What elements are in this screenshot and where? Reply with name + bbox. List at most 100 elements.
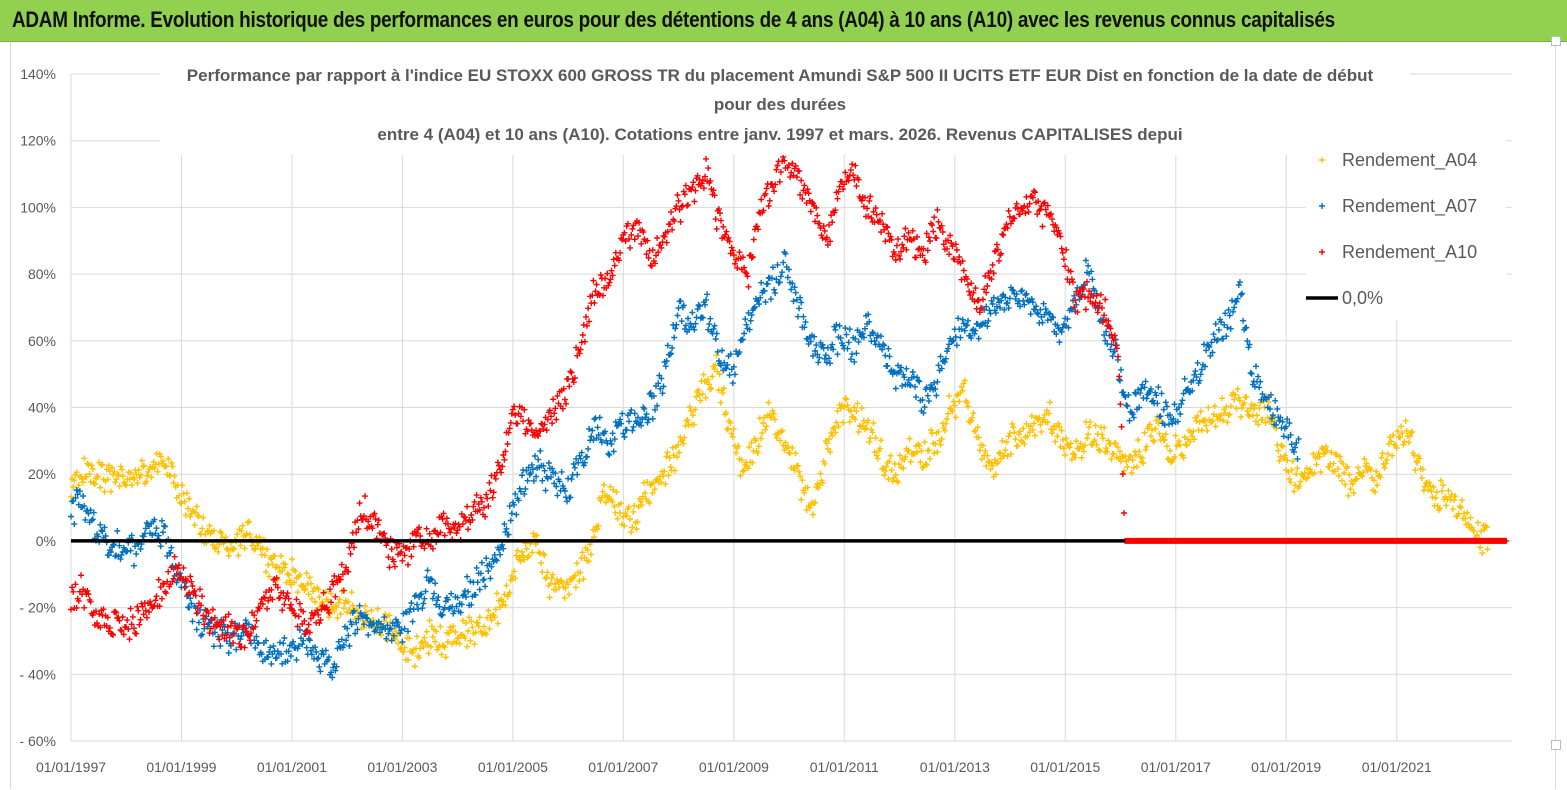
data-marker [829,341,836,348]
data-marker [438,651,445,658]
data-marker [693,393,700,400]
data-marker [98,527,105,534]
data-marker [1390,432,1397,439]
data-marker [777,273,784,280]
data-marker [791,467,798,473]
data-marker [621,229,628,236]
data-marker [907,382,914,389]
data-marker [417,533,424,539]
data-marker [535,433,542,439]
data-marker [230,639,236,646]
data-marker [1246,341,1253,348]
data-marker [411,663,418,670]
data-marker [195,513,202,520]
data-marker [1279,418,1286,425]
legend-marker-swatch [1319,157,1325,163]
data-marker [416,524,423,531]
data-marker [127,605,134,612]
data-marker [978,456,985,463]
data-marker [512,412,519,418]
data-marker [519,548,525,555]
data-marker [86,471,93,477]
data-marker [484,495,491,502]
data-marker [544,416,551,423]
data-marker [146,609,152,615]
data-marker [896,461,902,468]
data-marker [602,428,609,435]
data-marker [441,604,448,611]
data-marker [638,502,645,509]
data-marker [490,489,497,496]
data-marker [649,490,656,497]
data-marker [847,408,854,414]
data-marker [609,430,616,437]
data-marker [796,168,803,175]
data-marker [1180,390,1187,397]
data-marker [183,490,190,497]
data-marker [951,256,958,263]
data-marker [327,610,333,617]
data-marker [716,371,723,378]
data-marker [160,529,166,536]
data-marker [1170,416,1177,422]
data-marker [1049,216,1056,223]
data-marker [797,294,804,301]
data-marker [481,576,487,583]
data-marker [507,419,514,426]
data-marker [1162,399,1169,406]
data-marker [426,617,433,624]
data-marker [870,208,877,215]
data-marker [807,208,814,215]
data-marker [1355,464,1361,471]
resize-handle-bottom-right[interactable] [1551,740,1561,750]
legend-item: Rendement_A07 [1319,196,1477,217]
data-marker [585,558,592,565]
data-marker [882,352,889,359]
data-marker [433,628,440,635]
data-marker [471,498,478,505]
data-marker [1119,471,1126,477]
data-marker [1448,491,1455,498]
data-marker [188,600,195,607]
data-marker [758,196,765,203]
data-marker [330,581,337,588]
data-marker [885,230,892,237]
data-marker [929,222,936,229]
data-marker [865,311,872,318]
data-marker [500,598,507,605]
data-marker [830,346,837,353]
data-marker [983,303,990,310]
data-marker [619,410,626,417]
data-marker [944,245,950,252]
data-marker [1326,463,1333,470]
data-marker [647,262,654,269]
data-marker [294,623,301,630]
data-marker [1181,434,1188,441]
data-marker [296,600,303,607]
data-marker [408,600,415,606]
data-marker [754,450,761,457]
data-marker [551,480,558,487]
data-marker [487,487,494,494]
data-marker [576,452,583,459]
data-marker [1250,405,1257,412]
data-marker [561,488,568,494]
data-marker [355,525,362,532]
data-marker [247,531,253,538]
data-marker [674,192,681,198]
data-marker [1277,453,1284,460]
data-marker [691,421,697,428]
data-marker [1224,324,1231,331]
data-marker [860,334,867,341]
data-marker [902,225,909,232]
data-marker [968,335,975,342]
data-marker [199,593,206,600]
data-marker [275,564,282,571]
data-marker [750,236,757,243]
resize-handle-top-right[interactable] [1551,36,1561,46]
data-marker [667,464,674,470]
data-marker [847,167,854,174]
data-marker [1105,317,1112,324]
data-marker [1074,309,1081,316]
data-marker [488,617,495,623]
